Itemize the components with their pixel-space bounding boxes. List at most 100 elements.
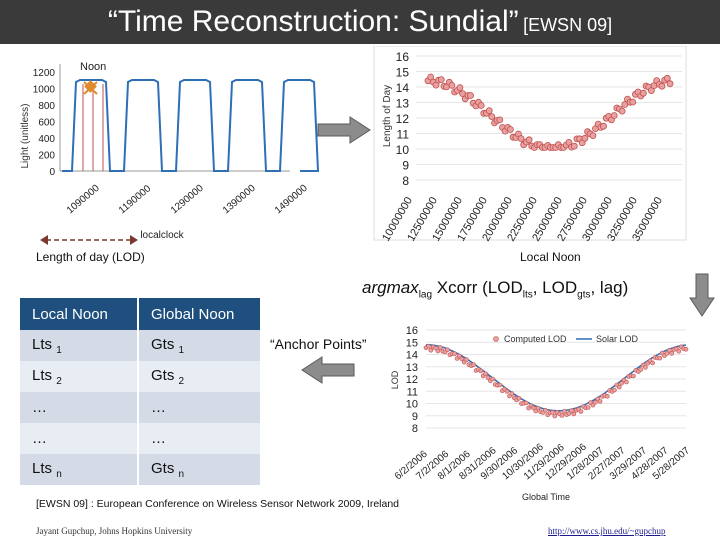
global-chart-ytick: 13 [406,362,418,374]
lod-chart-ytick: 13 [396,97,410,111]
global-chart-ytick: 9 [412,411,418,423]
noon-label: Noon [80,61,106,73]
computed-lod-point [523,400,529,406]
light-chart-xlabel: localclock [140,230,184,241]
lod-chart-ytick: 12 [396,112,410,126]
table-row: … … [20,423,260,454]
computed-lod-point [543,407,548,413]
lod-chart-ytick: 8 [402,174,409,188]
computed-lod-point [516,395,522,401]
right-arrow-shape [317,116,371,144]
xcorr-formula: argmaxlag Xcorr (LODlts, LODgts, lag) [362,278,628,300]
computed-lod-point [612,387,617,393]
footer-author: Jayant Gupchup, Johns Hopkins University [36,526,193,536]
formula-suffix: , lag) [590,278,629,297]
light-chart-ytick: 200 [38,151,55,162]
arrowhead-right-icon [130,235,138,245]
light-chart-xticks: 1090000 1190000 1290000 1390000 1490000 [65,183,310,217]
lod-point [488,113,496,120]
lod-point [437,76,445,83]
lod-point [663,74,671,82]
lod-point [666,80,674,88]
computed-lod-point [533,408,538,414]
table-row: Lts n Gts n [20,454,260,485]
lod-point [517,135,525,142]
computed-lod-point [657,355,663,361]
computed-lod-point [483,371,488,377]
down-arrow-shape [689,273,715,317]
lod-span-arrow [40,235,138,245]
table-cell-local: … [20,423,139,454]
lod-point [600,122,607,130]
table-cell-local: Lts 1 [20,330,139,361]
formula-sub-lts: lts [522,289,533,301]
table-cell-global: Gts n [138,454,260,485]
formula-mid2: , LOD [532,278,578,297]
computed-lod-point [426,343,431,349]
light-chart-yticks: 1200 1000 800 600 400 200 0 [33,68,56,178]
light-chart-ytick: 1000 [33,85,56,96]
global-chart-legend: Computed LOD Solar LOD [493,334,639,344]
lod-chart-ytick: 9 [402,159,409,173]
computed-lod-point [578,409,584,414]
computed-lod-point [569,408,574,413]
light-chart: Light (unitless) 1200 1000 800 600 400 200 0 N… [20,61,320,241]
computed-lod-point [669,351,675,356]
table-cell-global: … [138,423,260,454]
computed-lod-point [571,411,577,417]
light-chart-ytick: 400 [38,134,55,145]
footer-url-link[interactable]: http://www.cs.jhu.edu/~gupchup [548,526,666,536]
computed-lod-point [593,400,598,405]
computed-lod-point [643,365,648,370]
lod-point [589,132,597,139]
title-bar [0,0,720,44]
arrowhead-left-icon [40,235,48,245]
table-cell-global: … [138,392,260,423]
computed-lod-point [624,379,629,385]
lod-point [467,92,474,99]
computed-lod-point [631,373,636,379]
computed-lod-point [485,375,491,381]
light-chart-xtick: 1190000 [117,183,154,216]
light-chart-ylabel: Light (unitless) [20,103,31,168]
header-global-noon: Global Noon [138,298,260,330]
computed-lod-point [504,389,510,394]
computed-lod-point [497,382,503,388]
light-chart-xtick: 1290000 [169,183,206,217]
light-chart-ytick: 800 [38,101,55,112]
lod-point [496,116,504,124]
lod-chart-ytick: 15 [396,66,410,80]
computed-lod-point [562,409,567,414]
global-chart-xlabel: Global Time [522,492,570,502]
lod-point [570,142,578,150]
lod-chart-ylabel: Length of Day [382,85,393,147]
table-header-row: Local Noon Global Noon [20,298,260,330]
lod-point [456,84,464,91]
table-row: Lts 1 Gts 1 [20,330,260,361]
global-chart-ytick: 12 [406,374,418,386]
computed-lod-point [509,391,515,396]
table-row: Lts 2 Gts 2 [20,361,260,392]
lod-point [485,107,493,114]
computed-lod-point [550,410,555,415]
computed-lod-point [664,351,670,356]
global-chart-ytick: 10 [406,399,418,411]
light-chart-ytick: 1200 [33,68,56,79]
computed-lod-point [531,405,536,411]
computed-lod-point [459,356,465,362]
computed-lod-point [428,347,434,353]
light-chart-xtick: 1390000 [221,183,258,217]
computed-lod-point [566,411,572,416]
lod-point [658,82,666,90]
light-chart-vlines [82,84,104,171]
light-chart-ytick: 0 [49,167,55,178]
computed-lod-point [616,384,622,390]
lod-chart-xlabel: Local Noon [520,250,581,264]
global-chart-ytick: 11 [407,386,418,398]
computed-lod-point [433,345,438,351]
computed-lod-point [471,362,476,368]
light-series-line [62,79,320,172]
